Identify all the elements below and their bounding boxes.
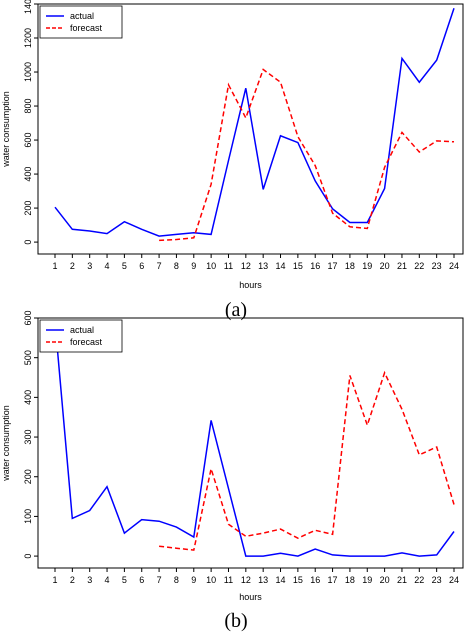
x-tick-label: 10 [206, 575, 216, 585]
legend-label-actual: actual [70, 325, 94, 335]
chart-panel-b: 1 2 3 4 5 6 7 8 9 10 11 12 13 14 15 16 17 18 19 20 21 22 23 240… [1, 310, 464, 632]
x-axis-label: hours [239, 592, 262, 602]
x-tick-label: 17 [328, 575, 338, 585]
x-tick-label: 23 [432, 261, 442, 271]
x-tick-label: 6 [139, 261, 144, 271]
y-tick-label: 400 [23, 390, 33, 405]
x-tick-label: 11 [224, 261, 233, 271]
series-line-forecast [159, 68, 455, 242]
x-tick-label: 22 [414, 575, 424, 585]
y-tick-label: 400 [23, 167, 33, 182]
x-tick-label: 13 [258, 575, 268, 585]
y-tick-label: 1000 [23, 62, 33, 82]
y-tick-label: 0 [23, 554, 33, 559]
legend-label-actual: actual [70, 11, 94, 21]
x-tick-label: 3 [87, 261, 92, 271]
x-tick-label: 8 [174, 261, 179, 271]
x-tick-label: 21 [397, 261, 407, 271]
x-axis-label: hours [239, 280, 262, 290]
x-tick-label: 15 [293, 575, 303, 585]
legend-box [39, 319, 123, 353]
y-tick-label: 0 [23, 240, 33, 245]
x-tick-label: 4 [105, 575, 110, 585]
chart-panel-a: 1 2 3 4 5 6 7 8 9 10 11 12 13 14 15 16 17 18 19 20 21 22 23 240… [1, 0, 464, 321]
x-tick-label: 21 [397, 575, 407, 585]
x-tick-label: 10 [206, 261, 216, 271]
x-tick-label: 16 [310, 575, 320, 585]
y-tick-label: 500 [23, 350, 33, 365]
x-tick-label: 19 [362, 575, 372, 585]
x-tick-label: 24 [449, 261, 459, 271]
y-tick-label: 100 [23, 509, 33, 524]
x-tick-label: 19 [362, 261, 372, 271]
x-tick-label: 11 [224, 575, 233, 585]
x-tick-label: 14 [276, 261, 286, 271]
y-axis-label: water consumption [1, 405, 11, 482]
y-tick-label: 200 [23, 201, 33, 216]
x-tick-label: 5 [122, 575, 127, 585]
x-tick-label: 4 [105, 261, 110, 271]
x-tick-label: 9 [191, 575, 196, 585]
x-tick-label: 2 [70, 261, 75, 271]
legend-box [39, 5, 123, 39]
x-tick-label: 22 [414, 261, 424, 271]
panel-label: (b) [224, 610, 247, 632]
legend-label-forecast: forecast [70, 337, 103, 347]
x-tick-label: 18 [345, 261, 355, 271]
x-tick-label: 13 [258, 261, 268, 271]
x-tick-label: 9 [191, 261, 196, 271]
x-tick-label: 17 [328, 261, 338, 271]
y-tick-label: 200 [23, 469, 33, 484]
plot-frame [37, 317, 464, 569]
x-tick-label: 2 [70, 575, 75, 585]
x-tick-label: 1 [52, 575, 57, 585]
x-tick-label: 6 [139, 575, 144, 585]
y-tick-label: 800 [23, 99, 33, 114]
x-tick-label: 8 [174, 575, 179, 585]
y-tick-label: 600 [23, 310, 33, 325]
series-line-actual [54, 321, 455, 557]
x-tick-label: 18 [345, 575, 355, 585]
x-tick-label: 7 [157, 575, 162, 585]
x-tick-label: 5 [122, 261, 127, 271]
y-tick-label: 1400 [23, 0, 33, 14]
legend-label-forecast: forecast [70, 23, 103, 33]
x-tick-label: 14 [276, 575, 286, 585]
x-tick-label: 12 [241, 261, 251, 271]
x-tick-label: 7 [157, 261, 162, 271]
series-line-forecast [159, 370, 455, 551]
y-tick-label: 1200 [23, 28, 33, 48]
panel-label: (a) [225, 299, 247, 321]
x-tick-label: 16 [310, 261, 320, 271]
y-axis-label: water consumption [1, 91, 11, 168]
x-tick-label: 20 [380, 261, 390, 271]
x-tick-label: 12 [241, 575, 251, 585]
x-tick-label: 23 [432, 575, 442, 585]
x-tick-label: 15 [293, 261, 303, 271]
x-tick-label: 24 [449, 575, 459, 585]
x-tick-label: 3 [87, 575, 92, 585]
y-tick-label: 300 [23, 430, 33, 445]
plot-frame [37, 3, 464, 255]
y-tick-label: 600 [23, 133, 33, 148]
x-tick-label: 20 [380, 575, 390, 585]
x-tick-label: 1 [52, 261, 57, 271]
series-line-actual [54, 8, 455, 237]
